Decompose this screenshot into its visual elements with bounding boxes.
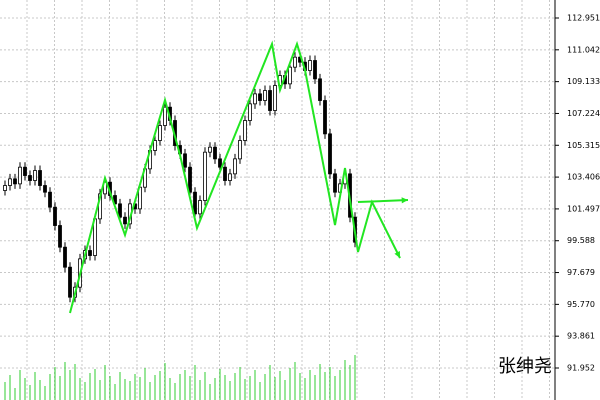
candle-body (213, 146, 217, 160)
arrowhead (394, 251, 400, 259)
candle-body (258, 93, 262, 101)
candle-body (333, 173, 337, 193)
zigzag-line (69, 40, 401, 314)
candle-body (223, 166, 227, 181)
arrow-line (357, 199, 409, 204)
candle-body (318, 78, 322, 101)
candle-body (88, 250, 92, 256)
y-tick-label: 91.952 (567, 363, 595, 372)
arrowhead (401, 197, 408, 204)
candle-body (118, 203, 122, 218)
candle-body (288, 66, 292, 85)
candle-body (323, 100, 327, 135)
candle-body (203, 151, 207, 201)
candle-body (308, 60, 312, 71)
candle-body (13, 178, 17, 185)
candle-body (218, 158, 222, 168)
candle-body (273, 85, 277, 111)
y-tick-label: 105.315 (567, 141, 600, 150)
candle-body (248, 103, 252, 121)
candle-body (253, 93, 257, 105)
candle-body (123, 216, 127, 225)
candle-body (153, 140, 157, 151)
candle-body (293, 56, 297, 68)
candle-body (63, 246, 67, 268)
candle-body (68, 266, 72, 298)
candle-body (263, 90, 267, 101)
candle-body (28, 175, 32, 181)
candle-body (3, 185, 7, 191)
y-tick-label: 93.861 (567, 332, 595, 341)
y-tick-label: 111.042 (567, 45, 600, 54)
candle-body (158, 125, 162, 141)
candle-body (53, 206, 57, 226)
y-tick-label: 112.951 (567, 14, 600, 23)
candle-body (268, 90, 272, 111)
y-tick-label: 95.770 (567, 300, 595, 309)
candle-body (198, 200, 202, 215)
y-tick-label: 101.497 (567, 204, 600, 213)
candle-body (208, 146, 212, 153)
watermark: 张绅尧 (498, 356, 552, 377)
candle-body (38, 170, 42, 186)
y-tick-label: 97.679 (567, 268, 595, 277)
candle-body (233, 158, 237, 175)
candle-body (183, 153, 187, 168)
y-tick-label: 103.406 (567, 173, 600, 182)
candle-body (58, 225, 62, 248)
candle-body (193, 191, 197, 215)
candle-body (18, 166, 22, 185)
y-tick-label: 99.588 (567, 236, 595, 245)
candle-body (243, 120, 247, 141)
y-tick-label: 107.224 (567, 109, 600, 118)
candle-body (23, 166, 27, 176)
candle-body (238, 140, 242, 160)
candle-body (48, 191, 52, 208)
candle-body (103, 181, 107, 195)
candle-body (328, 133, 332, 175)
candle-body (33, 170, 37, 181)
candle-body (43, 185, 47, 193)
candle-body (313, 60, 317, 80)
candle-body (188, 166, 192, 193)
candle-body (8, 178, 12, 186)
candle-body (228, 173, 232, 181)
candle-body (163, 106, 167, 126)
plot (3, 40, 409, 400)
y-tick-label: 109.133 (567, 77, 600, 86)
